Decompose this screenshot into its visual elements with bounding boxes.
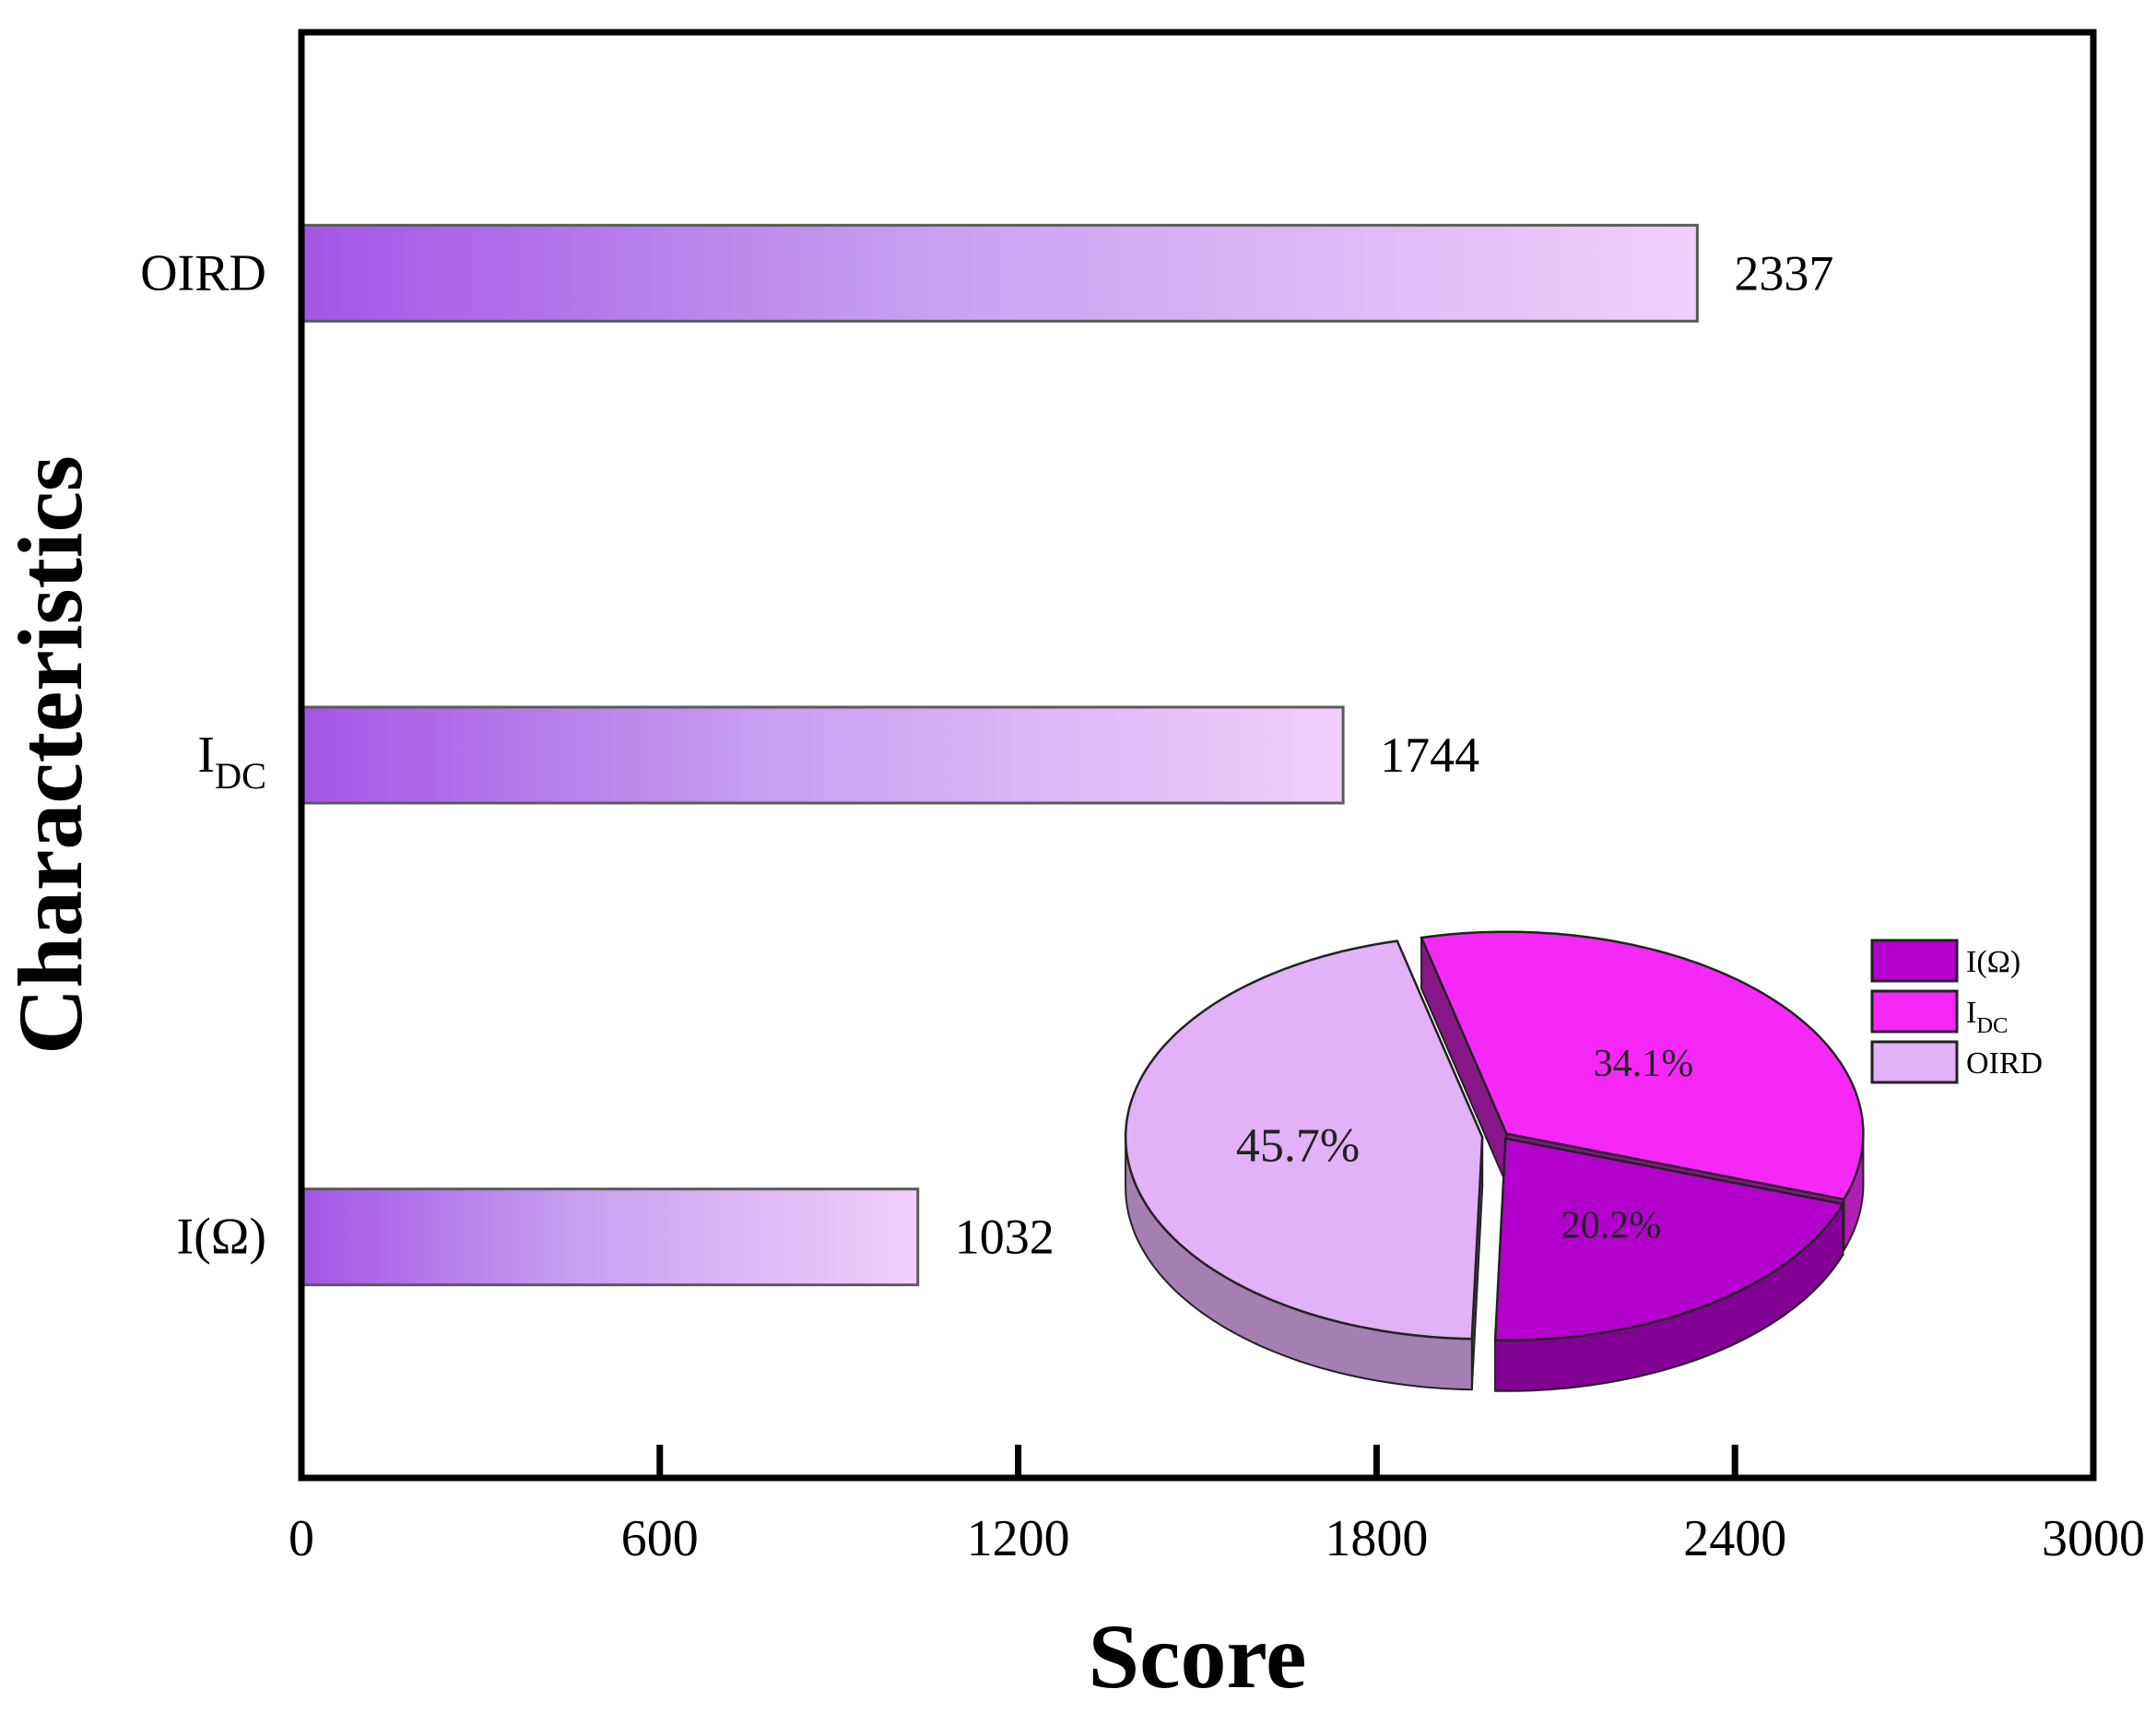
pie-value-label-2: 45.7%: [1236, 1119, 1360, 1172]
legend-label-1: IDC: [1966, 996, 2008, 1038]
pie-legend: I(Ω) IDC OIRD: [1870, 939, 2043, 1084]
y-axis-title: Characteristics: [0, 455, 101, 1055]
bar-series: 1032 1744 2337: [300, 223, 1833, 1287]
legend-swatch-0: [1870, 939, 1959, 983]
bar-value-label-1: 1744: [1380, 727, 1479, 783]
x-axis-title: Score: [1089, 1605, 1307, 1707]
pie-slice-0: [1493, 1137, 1845, 1342]
bar-2: [300, 223, 1699, 323]
legend-swatch-2: [1870, 1040, 1959, 1084]
legend-label-2: OIRD: [1966, 1046, 2043, 1081]
bar-value-label-2: 2337: [1734, 245, 1833, 301]
pie-chart: 20.2% 34.1% 45.7%: [1124, 930, 1865, 1392]
x-tick-label-2: 1200: [967, 1510, 1070, 1567]
x-tick-label-3: 1800: [1325, 1510, 1428, 1567]
plot-frame: [298, 29, 2097, 1482]
pie-slice-2: [1124, 939, 1484, 1341]
bar-value-label-0: 1032: [955, 1210, 1054, 1265]
y-tick-label-2: OIRD: [140, 244, 266, 301]
axes: I(Ω) IDC OIRD 0 600 1200 1800 2400 3000 Score Char…: [0, 244, 2145, 1707]
bar-0: [300, 1187, 920, 1287]
x-tick-label-4: 2400: [1683, 1510, 1786, 1567]
y-tick-label-0: I(Ω): [176, 1209, 266, 1266]
x-tick-label-1: 600: [621, 1510, 699, 1567]
pie-value-label-1: 34.1%: [1594, 1043, 1694, 1085]
x-tick-label-5: 3000: [2042, 1510, 2145, 1567]
pie-slice-1: [1420, 930, 1865, 1201]
legend-label-0: I(Ω): [1966, 945, 2021, 979]
bar-1: [300, 705, 1345, 805]
legend-swatch-1: [1870, 989, 1959, 1034]
pie-value-label-0: 20.2%: [1561, 1204, 1662, 1246]
y-tick-label-1: IDC: [197, 727, 266, 797]
x-tick-label-0: 0: [289, 1510, 314, 1567]
